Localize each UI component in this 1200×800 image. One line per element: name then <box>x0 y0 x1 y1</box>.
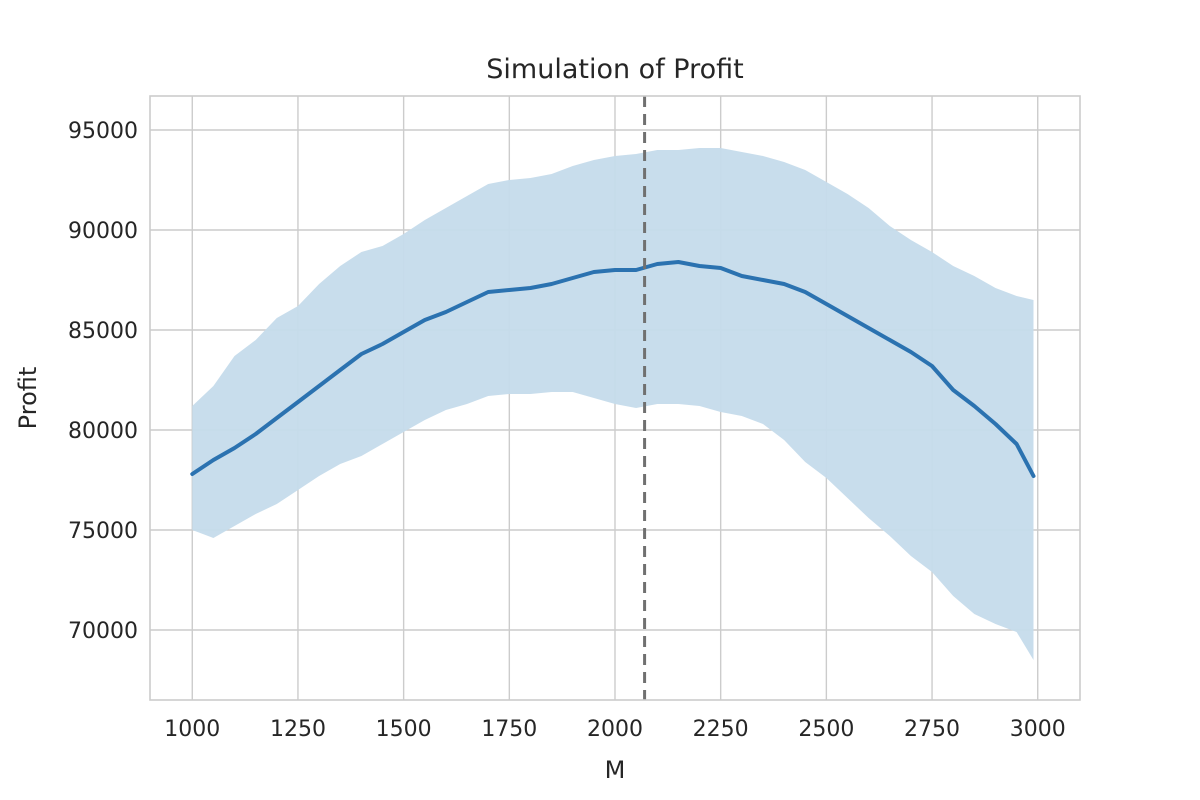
plot-frame <box>149 95 1081 701</box>
y-tick-label: 95000 <box>68 119 138 144</box>
y-axis-label: Profit <box>14 367 42 430</box>
y-tick-label: 70000 <box>68 619 138 644</box>
x-tick-label: 2750 <box>904 717 960 742</box>
x-tick-label: 1000 <box>164 717 220 742</box>
x-axis-label: M <box>605 756 626 784</box>
x-tick-label: 1250 <box>270 717 326 742</box>
y-tick-labels: 70000 75000 80000 85000 90000 95000 <box>68 119 138 644</box>
x-tick-label: 2000 <box>587 717 643 742</box>
profit-mean-line <box>190 260 1036 478</box>
y-tick-label: 75000 <box>68 519 138 544</box>
x-tick-label: 3000 <box>1010 717 1066 742</box>
x-tick-label: 2250 <box>693 717 749 742</box>
x-tick-label: 1750 <box>481 717 537 742</box>
confidence-band <box>192 148 1034 660</box>
x-tick-labels: 1000 1250 1500 1750 2000 2250 2500 2750 3000 <box>164 717 1065 742</box>
chart-title: Simulation of Profit <box>486 54 743 85</box>
y-tick-label: 80000 <box>68 419 138 444</box>
y-tick-label: 85000 <box>68 319 138 344</box>
x-tick-label: 2500 <box>798 717 854 742</box>
y-tick-label: 90000 <box>68 219 138 244</box>
x-tick-label: 1500 <box>376 717 432 742</box>
